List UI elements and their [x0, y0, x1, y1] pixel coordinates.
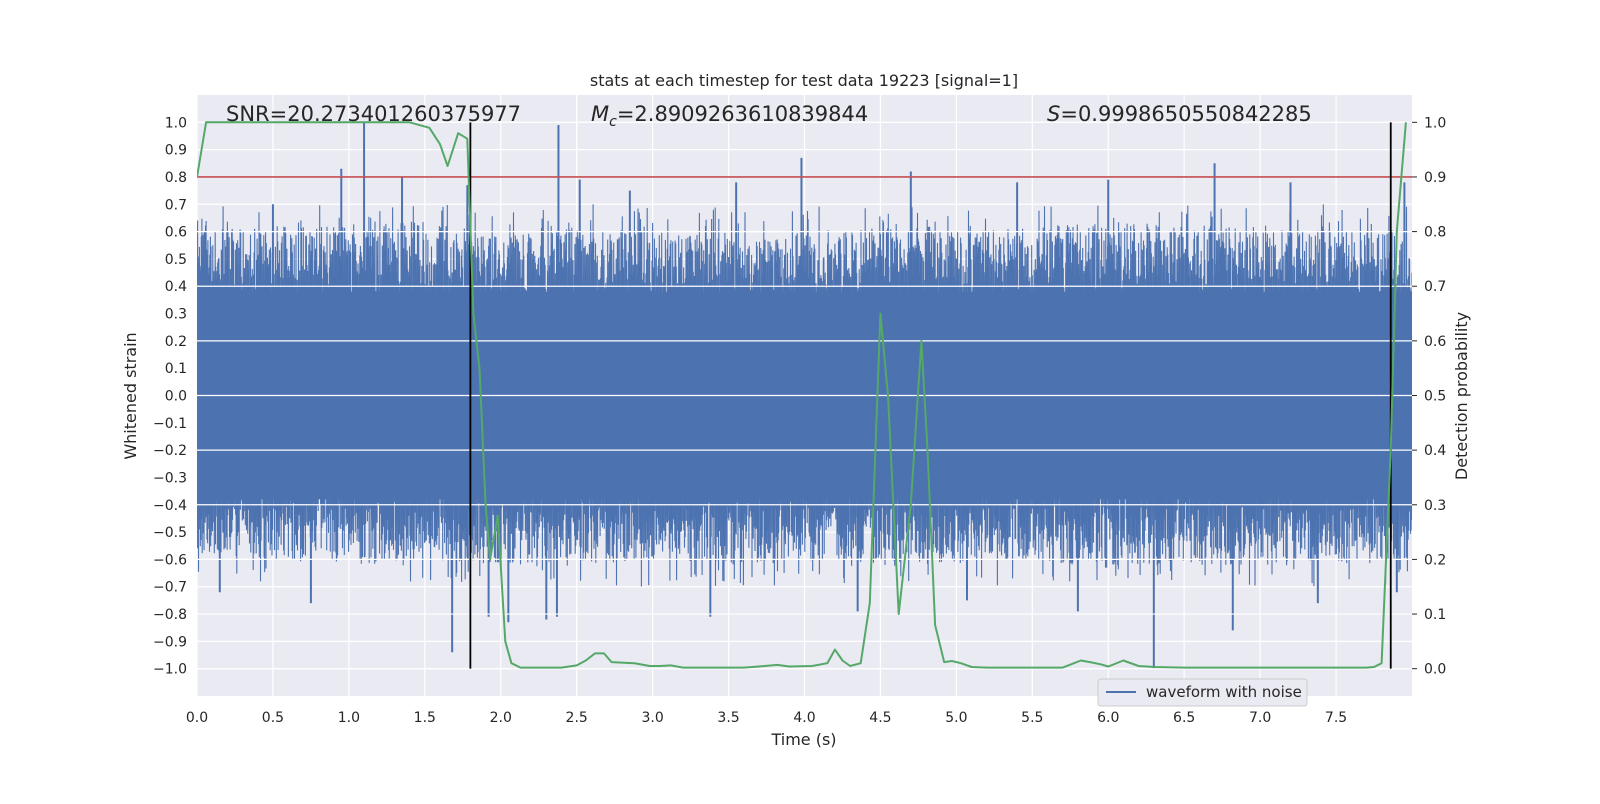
y2-axis-label: Detection probability	[1452, 312, 1471, 480]
y-tick-label: 0.9	[165, 143, 187, 159]
x-tick-label: 5.5	[1021, 710, 1043, 726]
x-tick-label: 7.5	[1325, 710, 1347, 726]
s-symbol: S	[1047, 102, 1060, 126]
x-tick-label: 6.5	[1173, 710, 1195, 726]
y2-tick-label: 0.3	[1424, 498, 1446, 514]
probability-line	[197, 121, 1407, 669]
mc-symbol: M	[591, 102, 609, 126]
probability-series	[197, 121, 1407, 669]
y2-tick-label: 0.0	[1424, 662, 1446, 678]
y-tick-label: −0.9	[153, 634, 187, 650]
x-tick-label: 3.0	[641, 710, 663, 726]
y-tick-label: 0.6	[165, 225, 187, 241]
x-tick-label: 1.5	[414, 710, 436, 726]
x-tick-label: 3.5	[717, 710, 739, 726]
x-axis-label: Time (s)	[770, 730, 836, 749]
x-tick-label: 4.5	[869, 710, 891, 726]
y-tick-label: 0.2	[165, 334, 187, 350]
y-tick-label: −0.5	[153, 525, 187, 541]
chart-title: stats at each timestep for test data 192…	[590, 71, 1018, 90]
legend-box	[1097, 678, 1308, 707]
y-tick-label: 0.7	[165, 197, 187, 213]
y-tick-label: −0.7	[153, 580, 187, 596]
y-axis-label: Whitened strain	[121, 332, 140, 459]
y2-tick-label: 0.4	[1424, 443, 1446, 459]
y2-tick-label: 0.6	[1424, 334, 1446, 350]
snr-annotation: SNR=20.273401260375977	[226, 102, 521, 126]
y2-grid	[197, 121, 1412, 670]
x-tick-label: 1.0	[338, 710, 360, 726]
mc-subscript: c	[609, 114, 617, 130]
y-tick-label: 0.0	[165, 389, 187, 405]
mc-annotation: Mc=2.8909263610839844	[591, 102, 868, 130]
y-tick-label: −1.0	[153, 662, 187, 678]
y-tick-label: −0.1	[153, 416, 187, 432]
y2-tick-label: 0.8	[1424, 225, 1446, 241]
s-value: =0.9998650550842285	[1060, 102, 1311, 126]
y-tick-label: 0.3	[165, 307, 187, 323]
tick-labels: 0.0 0.5 1.0 1.5 2.0 2.5 3.0 3.5 4.0 4.5 5.0 5.5 6.0 6…	[153, 115, 1446, 726]
y2-tick-label: 0.1	[1424, 607, 1446, 623]
x-tick-label: 0.0	[186, 710, 208, 726]
y-tick-label: −0.2	[153, 443, 187, 459]
s-annotation: S=0.9998650550842285	[1047, 102, 1312, 126]
mc-value: =2.8909263610839844	[617, 102, 868, 126]
y2-tick-label: 0.2	[1424, 552, 1446, 568]
y2-tick-label: 0.7	[1424, 279, 1446, 295]
y-tick-label: −0.4	[153, 498, 187, 514]
x-tick-label: 2.0	[490, 710, 512, 726]
x-tick-label: 6.0	[1097, 710, 1119, 726]
y-tick-label: 0.4	[165, 279, 187, 295]
y-tick-label: −0.6	[153, 552, 187, 568]
x-tick-label: 4.0	[793, 710, 815, 726]
y-tick-label: −0.8	[153, 607, 187, 623]
x-tick-label: 7.0	[1249, 710, 1271, 726]
x-tick-label: 5.0	[945, 710, 967, 726]
x-tick-label: 0.5	[262, 710, 284, 726]
legend: waveform with noise	[1097, 678, 1308, 707]
y2-tick-label: 0.9	[1424, 170, 1446, 186]
x-tick-label: 2.5	[566, 710, 588, 726]
y-tick-label: 0.1	[165, 361, 187, 377]
y-tick-label: −0.3	[153, 470, 187, 486]
y2-tick-label: 1.0	[1424, 115, 1446, 131]
legend-label: waveform with noise	[1146, 683, 1302, 701]
y2-tick-label: 0.5	[1424, 389, 1446, 405]
y-tick-label: 0.8	[165, 170, 187, 186]
y-tick-label: 1.0	[165, 115, 187, 131]
y-tick-label: 0.5	[165, 252, 187, 268]
